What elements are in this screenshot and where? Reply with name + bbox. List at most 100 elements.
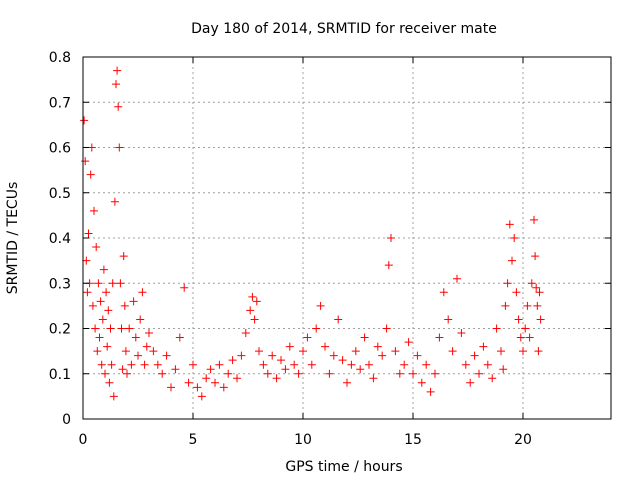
data-point bbox=[149, 347, 158, 356]
data-point bbox=[519, 347, 527, 356]
y-tick-label: 0.2 bbox=[49, 322, 71, 338]
data-point bbox=[303, 333, 312, 342]
data-point bbox=[413, 351, 422, 360]
y-tick-label: 0.4 bbox=[49, 231, 71, 247]
data-point bbox=[138, 288, 147, 297]
data-point bbox=[294, 369, 303, 378]
data-point bbox=[250, 315, 259, 324]
data-point bbox=[444, 315, 453, 324]
x-tick-label: 10 bbox=[294, 432, 312, 448]
data-point bbox=[532, 283, 541, 292]
data-point bbox=[508, 256, 516, 265]
data-point bbox=[516, 333, 525, 342]
data-point bbox=[395, 369, 404, 378]
data-point bbox=[503, 279, 512, 288]
data-point bbox=[483, 360, 492, 369]
data-point bbox=[466, 378, 475, 387]
data-point bbox=[307, 360, 316, 369]
y-tick-label: 0.7 bbox=[49, 95, 71, 111]
data-point bbox=[109, 392, 118, 401]
data-point bbox=[334, 315, 343, 324]
data-point bbox=[158, 369, 167, 378]
axis-ticks: 0 0.1 0.2 0.3 0.4 0.5 0.6 0.7 0.8 0 5 10 15 20 bbox=[49, 50, 611, 448]
data-point bbox=[219, 383, 228, 392]
data-point bbox=[94, 279, 103, 288]
data-point bbox=[360, 333, 369, 342]
data-point bbox=[457, 329, 466, 338]
data-point bbox=[167, 383, 175, 392]
data-point bbox=[113, 66, 122, 75]
data-point bbox=[343, 378, 351, 387]
data-point bbox=[119, 252, 128, 261]
data-point bbox=[321, 342, 329, 351]
data-point bbox=[98, 315, 107, 324]
data-point bbox=[384, 261, 393, 270]
data-point bbox=[530, 215, 538, 224]
data-point bbox=[224, 369, 233, 378]
data-point bbox=[97, 360, 106, 369]
data-point bbox=[106, 324, 115, 333]
data-point bbox=[175, 333, 184, 342]
data-point bbox=[312, 324, 321, 333]
data-point bbox=[512, 288, 521, 297]
data-point bbox=[80, 116, 89, 125]
data-point bbox=[117, 324, 126, 333]
data-point bbox=[290, 360, 299, 369]
data-point bbox=[99, 265, 108, 274]
data-point bbox=[435, 333, 444, 342]
data-point bbox=[272, 374, 281, 383]
data-point bbox=[206, 365, 215, 374]
data-point bbox=[448, 347, 457, 356]
data-point bbox=[338, 356, 347, 365]
data-point bbox=[162, 351, 171, 360]
data-point bbox=[409, 369, 417, 378]
data-point bbox=[101, 369, 109, 378]
data-point bbox=[268, 351, 277, 360]
data-point bbox=[82, 256, 91, 265]
data-point bbox=[142, 342, 151, 351]
data-point bbox=[116, 279, 125, 288]
data-point bbox=[347, 360, 356, 369]
data-point bbox=[281, 365, 290, 374]
data-point bbox=[514, 315, 523, 324]
data-point bbox=[422, 360, 431, 369]
data-point bbox=[263, 369, 272, 378]
data-point bbox=[497, 347, 505, 356]
data-point bbox=[510, 234, 519, 242]
x-tick-label: 20 bbox=[514, 432, 532, 448]
data-point bbox=[356, 365, 365, 374]
x-tick-label: 5 bbox=[189, 432, 198, 448]
data-point bbox=[299, 347, 307, 356]
data-point bbox=[83, 288, 92, 297]
data-point bbox=[91, 324, 100, 333]
data-point bbox=[241, 329, 250, 338]
data-point bbox=[123, 369, 131, 378]
data-point bbox=[248, 292, 257, 301]
data-point bbox=[527, 279, 536, 288]
y-tick-label: 0.3 bbox=[49, 276, 71, 292]
data-point bbox=[536, 315, 545, 324]
x-tick-label: 0 bbox=[79, 432, 88, 448]
data-point bbox=[475, 369, 483, 378]
data-point bbox=[233, 374, 241, 383]
data-point bbox=[115, 143, 124, 152]
data-point bbox=[197, 392, 206, 401]
data-point bbox=[211, 378, 219, 387]
data-point bbox=[95, 333, 104, 342]
data-point bbox=[523, 301, 532, 310]
data-point bbox=[103, 342, 112, 351]
data-point bbox=[521, 324, 530, 333]
data-point bbox=[114, 102, 123, 111]
data-point bbox=[88, 301, 97, 310]
data-point bbox=[277, 356, 285, 365]
y-tick-label: 0.1 bbox=[49, 367, 71, 383]
data-point bbox=[492, 324, 501, 333]
y-tick-label: 0.6 bbox=[49, 141, 71, 157]
data-point bbox=[131, 333, 140, 342]
data-point bbox=[136, 315, 145, 324]
data-point bbox=[105, 378, 114, 387]
data-point bbox=[108, 279, 117, 288]
data-point bbox=[90, 206, 98, 215]
data-point bbox=[87, 143, 96, 152]
